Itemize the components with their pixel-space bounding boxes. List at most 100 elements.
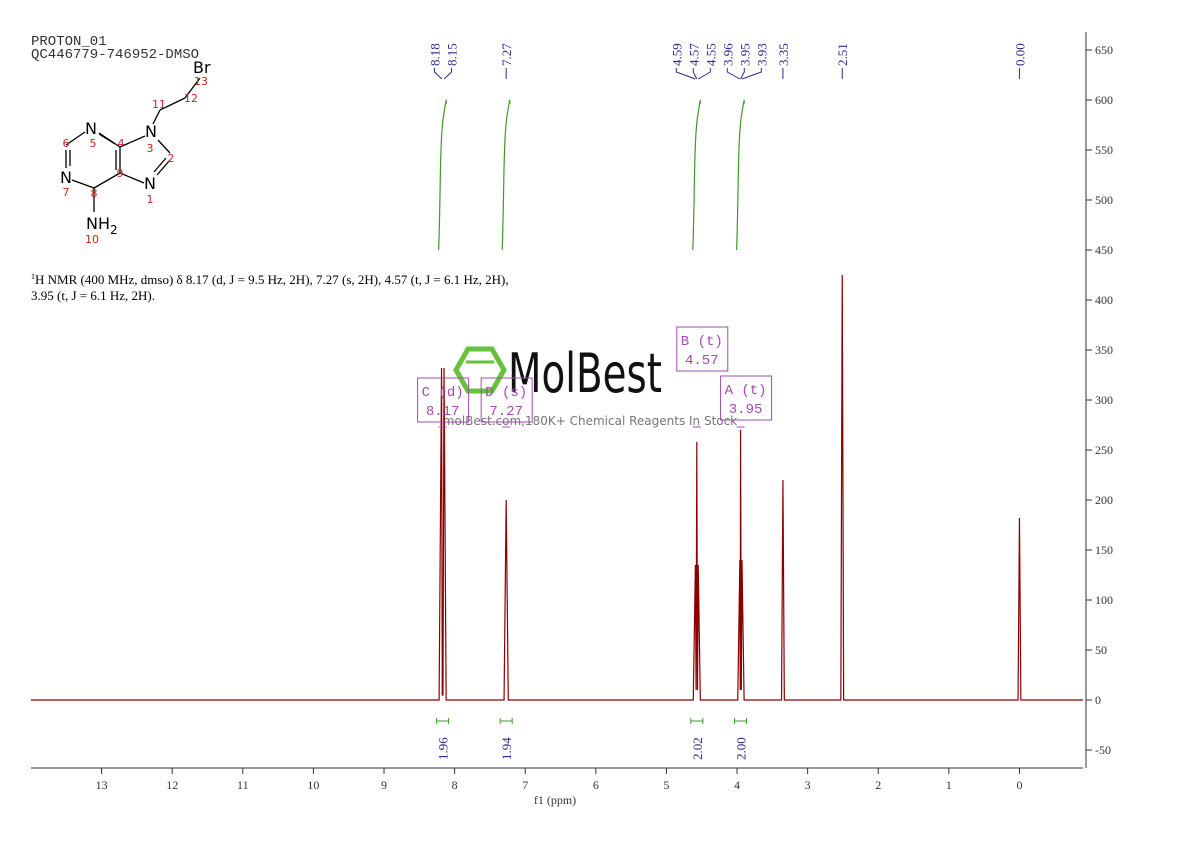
atom-number: 12 [184, 92, 198, 105]
atom-label: Br [193, 58, 211, 77]
atom-label: N [60, 168, 72, 187]
peak-label: 8.15 [444, 43, 459, 66]
x-tick-label: 0 [1016, 778, 1022, 792]
x-tick-label: 7 [522, 778, 528, 792]
multiplet-shift: 3.95 [729, 402, 763, 418]
peak-connector [726, 68, 741, 80]
atom-subscript: 2 [110, 223, 118, 237]
watermark-brand: MolBest [508, 342, 662, 405]
y-tick-label: 400 [1095, 293, 1113, 307]
atom-numbers: 1 2 3 4 5 6 7 8 9 10 11 12 13 [63, 75, 209, 246]
peak-connector [692, 68, 698, 80]
atom-number: 8 [91, 187, 98, 200]
multiplet-name: D (s) [485, 385, 527, 401]
y-tick-label: 100 [1095, 593, 1113, 607]
watermark-tagline: molBest.com,180K+ Chemical Reagents In S… [443, 414, 737, 428]
y-tick-label: 350 [1095, 343, 1113, 357]
atom-label: N [144, 174, 156, 193]
x-tick-label: 8 [452, 778, 458, 792]
integral-curve [501, 99, 511, 251]
peak-label: 4.59 [669, 43, 684, 66]
multiplet-shift: 8.17 [426, 404, 460, 420]
spectrum-line [31, 274, 1083, 701]
y-tick-label: 500 [1095, 193, 1113, 207]
y-tick-label: 550 [1095, 143, 1113, 157]
atom-number: 1 [147, 193, 154, 206]
y-tick-label: 50 [1095, 643, 1107, 657]
integral-label: 1.94 [499, 737, 514, 760]
atom-label: NH [86, 214, 110, 233]
peak-label: 3.96 [720, 43, 735, 66]
peak-connector [675, 68, 696, 80]
y-tick-label: 300 [1095, 393, 1113, 407]
integral-curve [735, 99, 746, 251]
peak-label: 8.18 [427, 43, 442, 66]
multiplet-name: C (d) [422, 385, 464, 401]
peak-label: 7.27 [499, 43, 514, 66]
multiplet-box [720, 375, 773, 421]
atom-label: N [85, 119, 97, 138]
multiplet-name: B (t) [681, 334, 723, 350]
integral-curve [438, 99, 448, 251]
y-tick-label: 450 [1095, 243, 1113, 257]
y-tick-label: 150 [1095, 543, 1113, 557]
multiplet-name: A (t) [725, 383, 767, 399]
integral-curve [692, 99, 702, 251]
x-tick-label: 2 [875, 778, 881, 792]
peak-label: 0.00 [1012, 43, 1027, 66]
peak-label: 3.95 [737, 43, 752, 66]
peak-connector [741, 68, 762, 80]
y-tick-label: 200 [1095, 493, 1113, 507]
multiplet-box [676, 326, 729, 372]
x-tick-label: 6 [593, 778, 599, 792]
y-tick-label: 250 [1095, 443, 1113, 457]
molecule-bonds [65, 77, 201, 212]
multiplet-box [480, 377, 533, 423]
y-tick-label: 650 [1095, 43, 1113, 57]
y-tick-label: -50 [1095, 743, 1111, 757]
sample-code: QC446779-746952-DMSO [31, 47, 199, 63]
atom-number: 2 [168, 152, 175, 165]
atom-number: 11 [152, 98, 166, 111]
x-tick-label: 4 [734, 778, 740, 792]
peak-label: 2.51 [835, 43, 850, 66]
isotope: 1 [31, 272, 35, 281]
integral-label: 1.96 [436, 737, 451, 760]
integral-label: 2.00 [734, 737, 749, 760]
x-tick-label: 12 [166, 778, 178, 792]
atom-number: 5 [90, 137, 97, 150]
x-tick-label: 13 [96, 778, 108, 792]
atom-number: 9 [117, 167, 124, 180]
atom-label: NH2 [86, 214, 118, 237]
atom-number: 3 [147, 142, 154, 155]
x-tick-label: 1 [946, 778, 952, 792]
watermark-logo [453, 346, 507, 394]
y-tick-label: 600 [1095, 93, 1113, 107]
peak-label: 4.57 [686, 43, 701, 66]
peak-connector [443, 68, 452, 80]
x-tick-label: 3 [805, 778, 811, 792]
peak-connector [740, 68, 745, 80]
multiplet-box [417, 377, 470, 423]
nmr-description: 1H NMR (400 MHz, dmso) δ 8.17 (d, J = 9.… [31, 272, 509, 287]
peak-connector [697, 68, 711, 80]
atom-number: 13 [194, 75, 208, 88]
multiplet-shift: 4.57 [685, 353, 719, 369]
description-line: 3.95 (t, J = 6.1 Hz, 2H). [31, 288, 155, 303]
integral-label: 2.02 [690, 737, 705, 760]
y-tick-label: 0 [1095, 693, 1101, 707]
atom-label: N [145, 122, 157, 141]
sample-name: PROTON_01 [31, 34, 107, 50]
x-axis-label: f1 (ppm) [534, 793, 576, 807]
atom-number: 6 [63, 137, 70, 150]
atom-number: 10 [85, 233, 99, 246]
peak-connector [433, 68, 443, 80]
peak-label: 4.55 [703, 43, 718, 66]
atom-number: 4 [118, 137, 125, 150]
multiplet-shift: 7.27 [489, 404, 523, 420]
x-tick-label: 9 [381, 778, 387, 792]
molecule-atoms: Br N N N N NH2 [60, 58, 211, 237]
x-tick-label: 5 [663, 778, 669, 792]
